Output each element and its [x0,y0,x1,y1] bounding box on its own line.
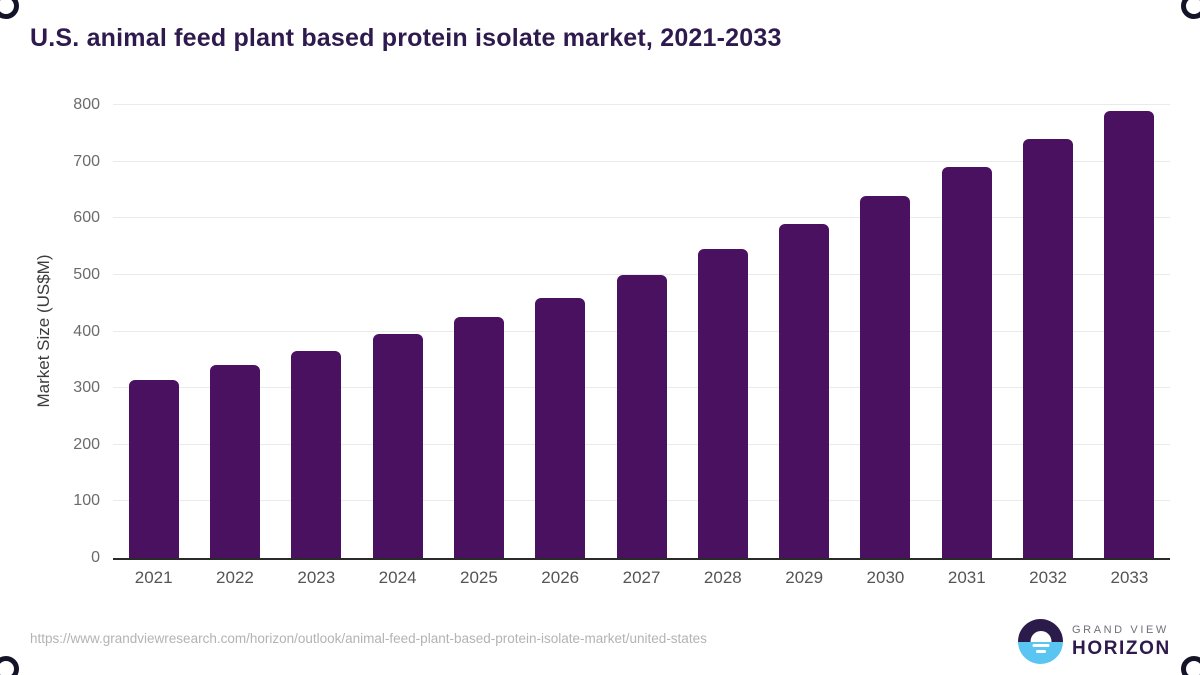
frame-corner-top-right [1181,0,1200,19]
logo-product-name: HORIZON [1072,637,1171,659]
gridline-500 [113,273,1170,275]
x-axis-tick-labels: 2021 2022 2023 2024 2025 2026 2027 2028 2029 2030… [113,568,1170,588]
x-tick-label-2025: 2025 [459,568,498,587]
logo-brand-name: GRAND VIEW [1072,623,1169,636]
bar-slot-2027 [601,105,682,558]
bar-2029 [779,223,830,558]
bar-slot-2023 [276,105,357,558]
bar-slot-2026 [520,105,601,558]
y-tick-label-0: 0 [91,549,100,566]
bar-2022 [209,365,260,558]
bar-slot-2025 [438,105,519,558]
x-tick-label-2026: 2026 [541,568,580,587]
bar-2027 [616,274,667,558]
bar-2026 [535,297,586,558]
chart-title: U.S. animal feed plant based protein iso… [30,24,782,52]
y-tick-label-400: 400 [73,322,100,340]
bar-2031 [941,167,992,558]
bar-slot-2029 [764,105,845,558]
bar-slot-2031 [926,105,1007,558]
x-tick-label-2028: 2028 [703,568,742,587]
bar-slot-2032 [1007,105,1088,558]
x-tick-label-2024: 2024 [378,568,417,587]
x-tick-label-2023: 2023 [297,568,336,587]
y-tick-label-600: 600 [73,209,100,227]
plot-area [113,104,1170,560]
bar-2032 [1023,138,1074,558]
x-tick-label-2022: 2022 [216,568,254,587]
bar-2025 [453,317,504,558]
grand-view-horizon-logo: GRAND VIEW HORIZON [1018,619,1171,664]
bar-slot-2024 [357,105,438,558]
x-tick-label-2031: 2031 [947,568,986,587]
bar-2021 [128,379,179,558]
y-tick-label-300: 300 [73,379,100,397]
logo-text: GRAND VIEW HORIZON [1072,624,1171,660]
bar-series [113,105,1170,558]
x-tick-label-2027: 2027 [622,568,661,587]
y-tick-label-800: 800 [73,96,100,113]
x-tick-label-2029: 2029 [785,568,824,587]
x-tick-label-2033: 2033 [1110,568,1149,587]
bar-2028 [697,249,748,558]
gridline-600 [113,217,1170,219]
bar-2030 [860,195,911,558]
y-axis-tick-labels: 0 100 200 300 400 500 600 700 800 [0,0,100,675]
bar-slot-2030 [845,105,926,558]
frame-corner-bottom-right [1181,656,1200,675]
y-tick-label-100: 100 [73,492,100,510]
y-tick-label-500: 500 [73,265,100,283]
x-tick-label-2030: 2030 [866,568,905,587]
source-url: https://www.grandviewresearch.com/horizo… [30,631,707,646]
bar-2024 [372,334,423,558]
bar-slot-2033 [1089,105,1170,558]
x-tick-label-2021: 2021 [134,568,173,587]
bar-slot-2021 [113,105,194,558]
y-tick-label-200: 200 [73,435,100,453]
x-tick-label-2032: 2032 [1029,568,1067,587]
bar-2033 [1104,110,1155,558]
bar-slot-2028 [682,105,763,558]
gridline-700 [113,160,1170,162]
bar-2023 [291,351,342,558]
horizon-sunrise-icon [1018,619,1063,664]
gridline-800 [113,104,1170,105]
y-tick-label-700: 700 [73,152,100,170]
bar-slot-2022 [194,105,275,558]
